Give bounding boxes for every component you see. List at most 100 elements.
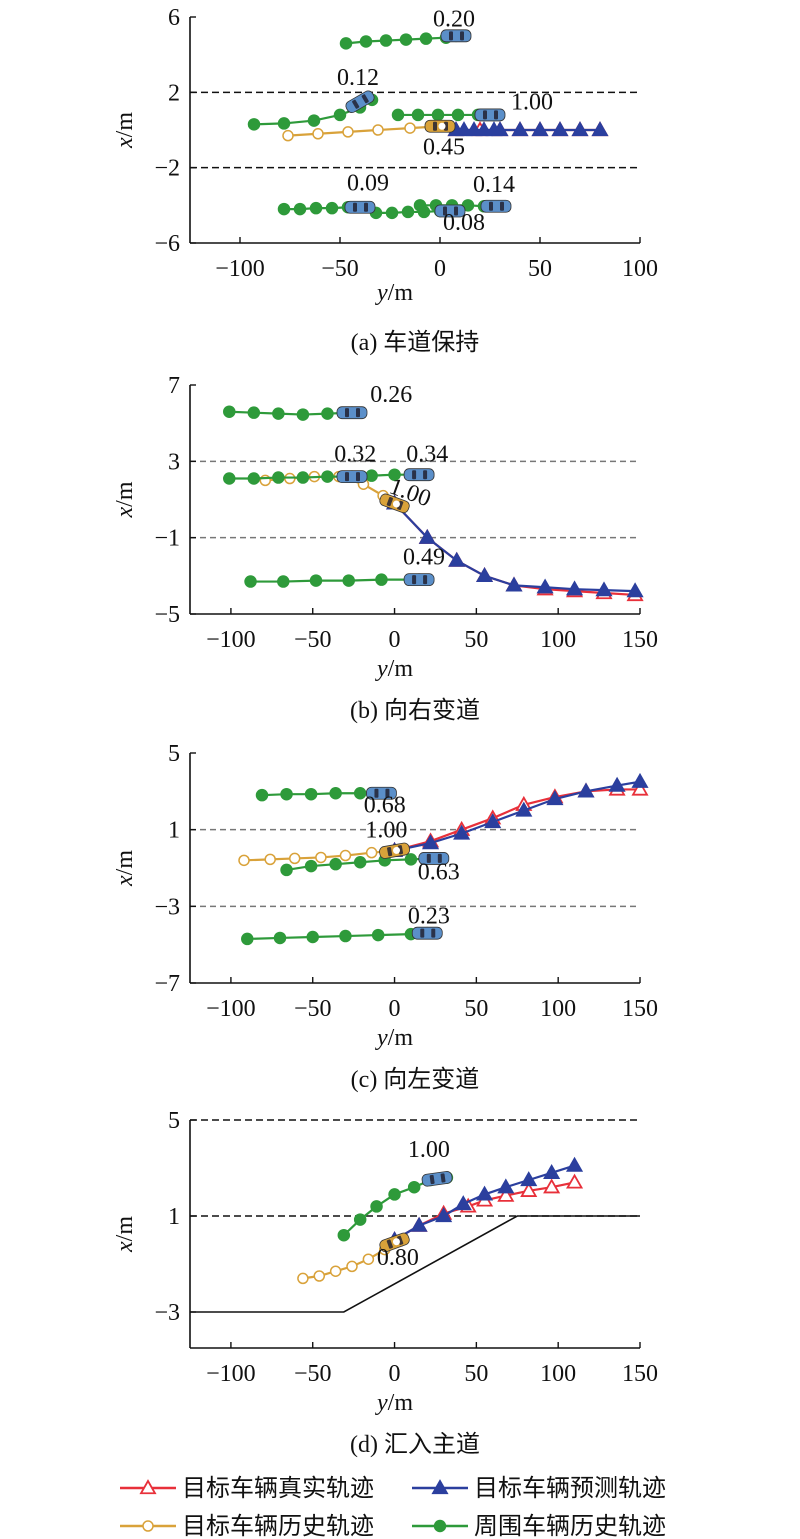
data-point	[307, 114, 321, 127]
data-point	[370, 1200, 383, 1213]
series-line	[343, 1176, 448, 1236]
data-point	[264, 853, 276, 866]
data-point	[404, 122, 416, 134]
x-tick-label: 0	[434, 256, 446, 282]
data-point	[333, 108, 347, 122]
data-point	[288, 852, 301, 865]
data-point	[329, 787, 342, 800]
data-point	[241, 932, 254, 946]
target-vehicle-icon	[424, 119, 456, 133]
series-pred-traj	[447, 121, 609, 137]
data-point	[595, 581, 613, 597]
data-point	[337, 1228, 351, 1242]
panel-caption: (c) 向左变道	[351, 1066, 480, 1093]
legend-label: 周围车辆历史轨迹	[474, 1513, 666, 1539]
legend-label: 目标车辆预测轨迹	[474, 1475, 666, 1502]
probability-label: 0.32	[334, 441, 376, 467]
x-tick-label: 100	[540, 1361, 576, 1387]
y-tick-label: 1	[168, 1204, 180, 1230]
x-tick-label: −50	[321, 256, 359, 282]
y-axis-label: x/m	[112, 850, 138, 887]
data-point	[313, 1270, 326, 1282]
probability-label: 0.08	[443, 210, 485, 236]
surrounding-vehicle-icon	[480, 199, 512, 213]
x-tick-label: −100	[206, 1361, 256, 1387]
y-tick-label: −2	[154, 156, 180, 182]
data-point	[309, 574, 323, 587]
surrounding-vehicle-icon	[418, 852, 450, 865]
data-point	[272, 407, 285, 420]
x-tick-label: 0	[389, 627, 401, 653]
series-surr-traj	[241, 926, 434, 946]
data-point	[577, 782, 595, 798]
data-point	[280, 787, 293, 801]
data-point	[475, 121, 493, 137]
y-axis-label: x/m	[112, 1216, 138, 1253]
panel-caption: (b) 向右变道	[350, 697, 480, 724]
legend-marker	[431, 1479, 449, 1495]
data-point	[339, 37, 353, 50]
data-point	[388, 1188, 401, 1201]
data-point	[571, 121, 589, 137]
data-point	[353, 856, 367, 869]
data-point	[223, 405, 236, 418]
x-tick-label: 50	[528, 256, 552, 282]
data-point	[255, 788, 269, 802]
data-point	[520, 1171, 538, 1187]
data-point	[565, 1173, 584, 1189]
legend-item-hist-traj: 目标车辆历史轨迹	[120, 1513, 374, 1539]
data-point	[505, 576, 523, 592]
y-tick-label: −1	[154, 526, 180, 552]
panel-caption: (d) 汇入主道	[350, 1431, 480, 1458]
x-tick-label: 50	[464, 996, 488, 1022]
probability-label: 0.20	[433, 6, 475, 32]
data-point	[404, 853, 418, 866]
data-point	[346, 1260, 358, 1273]
y-tick-label: −3	[154, 1300, 180, 1326]
data-point	[247, 118, 261, 131]
x-axis-label: y/m	[375, 1025, 413, 1051]
data-point	[365, 469, 378, 482]
surrounding-vehicle-icon	[421, 1171, 453, 1187]
data-point	[277, 117, 291, 130]
y-axis-label: x/m	[112, 481, 138, 518]
y-axis-label: x/m	[112, 112, 138, 149]
surrounding-vehicle-icon	[344, 200, 376, 214]
legend-item-true-traj: 目标车辆真实轨迹	[120, 1475, 374, 1502]
data-point	[359, 35, 373, 48]
data-point	[365, 846, 378, 859]
probability-label: 0.34	[406, 441, 448, 467]
data-point	[339, 929, 352, 943]
data-point	[421, 834, 440, 850]
chart-panel-2: −100 −50 0 50 100 150 −5 −1 3 7 y/m x/m (b) 向右变道 0.26…	[112, 373, 658, 724]
surrounding-vehicle-icon	[403, 573, 435, 587]
data-point	[451, 108, 465, 122]
data-point	[329, 1265, 342, 1277]
data-point	[329, 857, 342, 871]
legend-label: 目标车辆真实轨迹	[182, 1475, 374, 1502]
data-point	[223, 472, 236, 485]
data-point	[375, 573, 388, 586]
data-point	[315, 851, 327, 864]
series-surr-traj	[280, 852, 441, 877]
x-axis-label: y/m	[375, 280, 413, 306]
data-point	[465, 121, 483, 137]
data-point	[626, 582, 644, 598]
surrounding-vehicle-icon	[434, 204, 466, 218]
probability-label: 0.68	[364, 792, 406, 818]
data-point	[238, 854, 250, 867]
data-point	[401, 205, 415, 219]
y-tick-label: 7	[168, 373, 180, 399]
data-point	[435, 1207, 453, 1223]
surrounding-vehicle-icon	[336, 406, 368, 420]
surrounding-vehicle-icon	[403, 468, 435, 482]
data-point	[296, 471, 310, 484]
data-point	[631, 780, 649, 796]
surrounding-vehicle-icon	[474, 108, 506, 122]
data-point	[491, 121, 509, 137]
probability-label: 0.12	[337, 65, 379, 91]
target-vehicle-icon	[379, 842, 410, 859]
data-point	[277, 202, 291, 216]
